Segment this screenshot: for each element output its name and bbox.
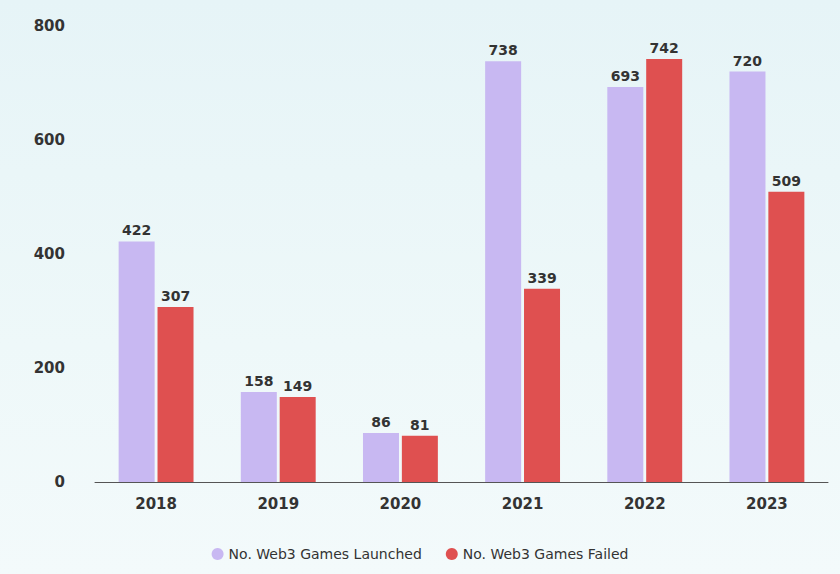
svg-text:693: 693 — [611, 68, 640, 84]
svg-text:307: 307 — [161, 288, 190, 304]
svg-text:742: 742 — [650, 40, 679, 56]
svg-text:2021: 2021 — [502, 495, 544, 513]
svg-text:600: 600 — [34, 131, 65, 149]
svg-text:200: 200 — [34, 359, 65, 377]
svg-text:509: 509 — [772, 173, 801, 189]
svg-text:800: 800 — [34, 17, 65, 35]
svg-text:158: 158 — [244, 373, 273, 389]
svg-text:720: 720 — [733, 53, 762, 69]
svg-text:2022: 2022 — [624, 495, 666, 513]
svg-text:2023: 2023 — [746, 495, 788, 513]
svg-text:No. Web3 Games Failed: No. Web3 Games Failed — [463, 546, 629, 562]
svg-text:No. Web3 Games Launched: No. Web3 Games Launched — [229, 546, 422, 562]
svg-text:400: 400 — [34, 245, 65, 263]
svg-text:149: 149 — [283, 378, 312, 394]
svg-text:2018: 2018 — [135, 495, 177, 513]
svg-text:738: 738 — [489, 42, 518, 58]
svg-text:81: 81 — [410, 417, 429, 433]
svg-text:422: 422 — [122, 222, 151, 238]
svg-text:2020: 2020 — [380, 495, 422, 513]
svg-text:339: 339 — [527, 270, 556, 286]
svg-text:86: 86 — [371, 414, 390, 430]
svg-text:0: 0 — [55, 473, 65, 491]
svg-text:2019: 2019 — [257, 495, 299, 513]
